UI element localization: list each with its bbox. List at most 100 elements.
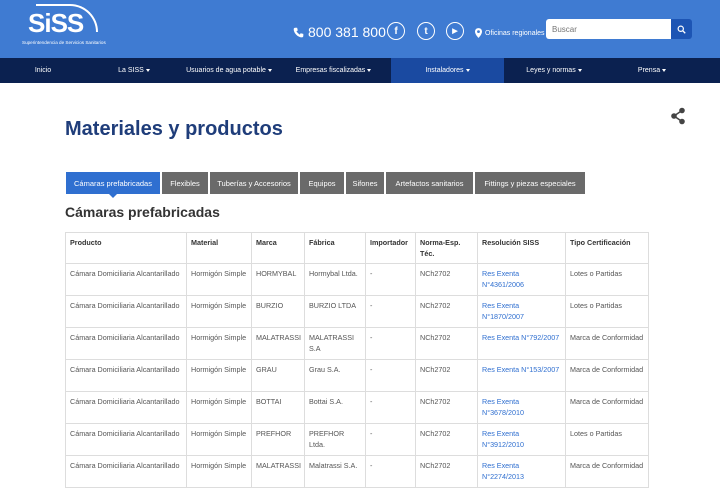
twitter-icon[interactable]: t <box>417 22 435 40</box>
search-input[interactable] <box>546 19 671 39</box>
table-row: Cámara Domiciliaria Alcantarillado Hormi… <box>65 327 649 360</box>
nav-label: Leyes y normas <box>526 67 576 74</box>
cell-material: Hormigón Simple <box>186 359 252 392</box>
cell-material: Hormigón Simple <box>186 295 252 328</box>
tab-sifones[interactable]: Sifones <box>346 172 384 194</box>
chevron-down-icon <box>465 69 470 72</box>
cell-producto: Cámara Domiciliaria Alcantarillado <box>65 295 187 328</box>
tab-tuberias-accesorios[interactable]: Tuberías y Accesorios <box>210 172 298 194</box>
column-header: Norma-Esp. Téc. <box>415 232 478 264</box>
tab-equipos[interactable]: Equipos <box>300 172 344 194</box>
column-header: Material <box>186 232 252 264</box>
tab-flexibles[interactable]: Flexibles <box>162 172 208 194</box>
nav-instaladores[interactable]: Instaladores <box>391 58 504 83</box>
nav-la-siss[interactable]: La SISS <box>86 58 182 83</box>
resolucion-link[interactable]: Res Exenta N°2274/2013 <box>477 455 566 488</box>
cell-fabrica: MALATRASSI S.A <box>304 327 366 360</box>
cell-fabrica: BURZIO LTDA <box>304 295 366 328</box>
top-header: SiSS Superintendencia de Servicios Sanit… <box>0 0 720 58</box>
nav-prensa[interactable]: Prensa <box>604 58 700 83</box>
section-title: Cámaras prefabricadas <box>65 204 220 220</box>
search-button[interactable] <box>671 19 692 39</box>
cell-material: Hormigón Simple <box>186 327 252 360</box>
facebook-icon[interactable]: f <box>387 22 405 40</box>
table-header-row: Producto Material Marca Fábrica Importad… <box>65 232 649 264</box>
cell-importador: - <box>365 359 416 392</box>
nav-label: Inicio <box>34 67 52 74</box>
cell-material: Hormigón Simple <box>186 263 252 296</box>
cell-importador: - <box>365 455 416 488</box>
resolucion-link[interactable]: Res Exenta N°3912/2010 <box>477 423 566 456</box>
nav-empresas[interactable]: Empresas fiscalizadas <box>276 58 391 83</box>
table-row: Cámara Domiciliaria Alcantarillado Hormi… <box>65 295 649 328</box>
nav-label: La SISS <box>118 67 144 74</box>
resolucion-link[interactable]: Res Exenta N°153/2007 <box>477 359 566 392</box>
column-header: Producto <box>65 232 187 264</box>
cell-marca: MALATRASSI <box>251 455 305 488</box>
tab-camaras-prefabricadas[interactable]: Cámaras prefabricadas <box>66 172 160 198</box>
cell-importador: - <box>365 263 416 296</box>
nav-label: Empresas fiscalizadas <box>295 67 366 74</box>
tab-fittings-piezas[interactable]: Fittings y piezas especiales <box>475 172 585 194</box>
chevron-down-icon <box>145 69 150 72</box>
cell-producto: Cámara Domiciliaria Alcantarillado <box>65 327 187 360</box>
resolucion-link[interactable]: Res Exenta N°4361/2006 <box>477 263 566 296</box>
tab-artefactos-sanitarios[interactable]: Artefactos sanitarios <box>386 172 473 194</box>
cell-producto: Cámara Domiciliaria Alcantarillado <box>65 455 187 488</box>
cell-material: Hormigón Simple <box>186 391 252 424</box>
cell-norma: NCh2702 <box>415 359 478 392</box>
column-header: Tipo Certificación <box>565 232 649 264</box>
cell-material: Hormigón Simple <box>186 455 252 488</box>
cell-producto: Cámara Domiciliaria Alcantarillado <box>65 423 187 456</box>
phone-number: 800 381 800 <box>308 24 386 40</box>
oficinas-label: Oficinas regionales <box>485 29 545 37</box>
column-header: Resolución SISS <box>477 232 566 264</box>
chevron-down-icon <box>267 69 272 72</box>
chevron-down-icon <box>662 69 667 72</box>
table-row: Cámara Domiciliaria Alcantarillado Hormi… <box>65 455 649 488</box>
main-nav: Inicio La SISS Usuarios de agua potable … <box>0 58 720 83</box>
cell-norma: NCh2702 <box>415 327 478 360</box>
logo-text: SiSS <box>28 8 84 38</box>
cell-material: Hormigón Simple <box>186 423 252 456</box>
search-icon <box>677 25 686 34</box>
products-table: Producto Material Marca Fábrica Importad… <box>65 232 649 488</box>
resolucion-link[interactable]: Res Exenta N°792/2007 <box>477 327 566 360</box>
column-header: Fábrica <box>304 232 366 264</box>
chevron-down-icon <box>367 69 372 72</box>
share-icon[interactable] <box>670 107 686 125</box>
nav-leyes[interactable]: Leyes y normas <box>504 58 604 83</box>
oficinas-regionales-link[interactable]: Oficinas regionales <box>475 28 545 38</box>
cell-norma: NCh2702 <box>415 263 478 296</box>
cell-importador: - <box>365 423 416 456</box>
cell-marca: MALATRASSI <box>251 327 305 360</box>
page-title: Materiales y productos <box>65 118 283 140</box>
cell-marca: PREFHOR <box>251 423 305 456</box>
cell-producto: Cámara Domiciliaria Alcantarillado <box>65 263 187 296</box>
column-header: Marca <box>251 232 305 264</box>
cell-tipo-certificacion: Marca de Conformidad <box>565 327 649 360</box>
phone-icon <box>293 27 304 37</box>
cell-marca: HORMYBAL <box>251 263 305 296</box>
cell-importador: - <box>365 327 416 360</box>
table-row: Cámara Domiciliaria Alcantarillado Hormi… <box>65 359 649 392</box>
cell-norma: NCh2702 <box>415 423 478 456</box>
resolucion-link[interactable]: Res Exenta N°3678/2010 <box>477 391 566 424</box>
cell-tipo-certificacion: Marca de Conformidad <box>565 391 649 424</box>
map-pin-icon <box>475 28 482 38</box>
siss-logo[interactable]: SiSS Superintendencia de Servicios Sanit… <box>22 4 106 52</box>
cell-tipo-certificacion: Lotes o Partidas <box>565 263 649 296</box>
logo-subtitle: Superintendencia de Servicios Sanitarios <box>22 40 106 45</box>
cell-importador: - <box>365 391 416 424</box>
cell-fabrica: Grau S.A. <box>304 359 366 392</box>
nav-inicio[interactable]: Inicio <box>0 58 86 83</box>
youtube-icon[interactable]: ▶ <box>446 22 464 40</box>
nav-usuarios[interactable]: Usuarios de agua potable <box>182 58 276 83</box>
cell-norma: NCh2702 <box>415 455 478 488</box>
cell-tipo-certificacion: Marca de Conformidad <box>565 455 649 488</box>
resolucion-link[interactable]: Res Exenta N°1870/2007 <box>477 295 566 328</box>
cell-norma: NCh2702 <box>415 295 478 328</box>
cell-marca: BURZIO <box>251 295 305 328</box>
cell-marca: GRAU <box>251 359 305 392</box>
phone-link[interactable]: 800 381 800 <box>293 24 386 40</box>
